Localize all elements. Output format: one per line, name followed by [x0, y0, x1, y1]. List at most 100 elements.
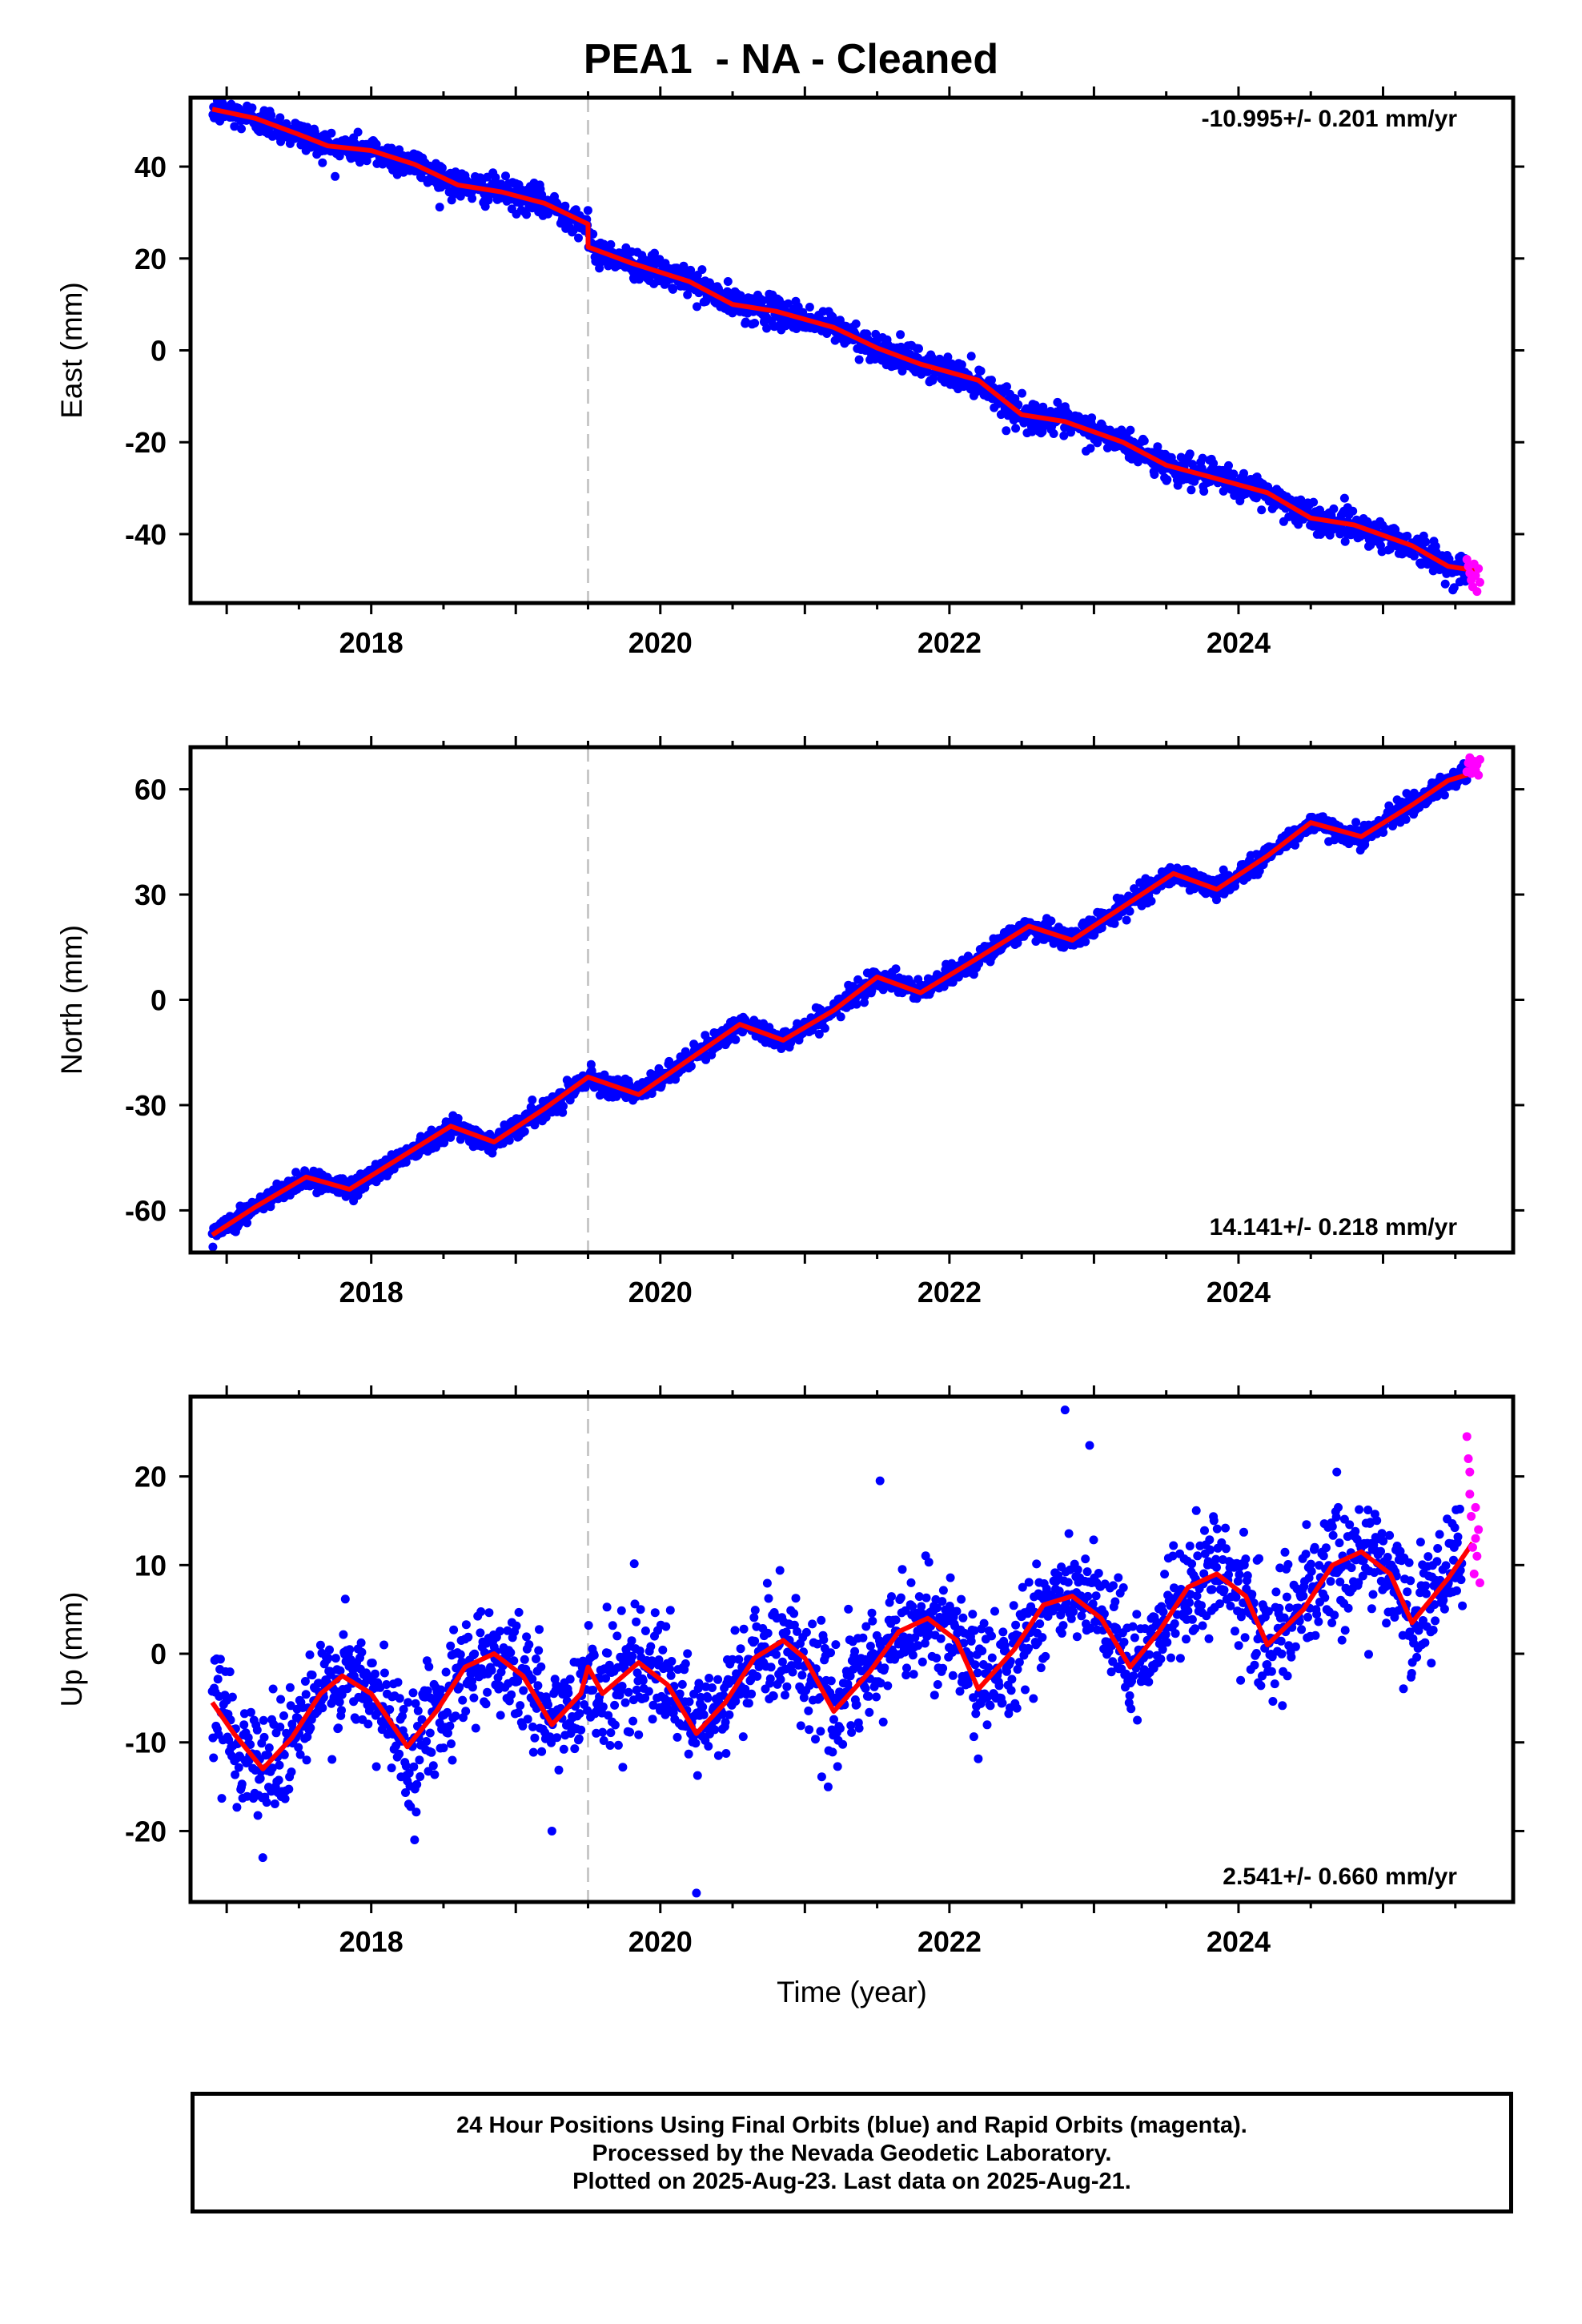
data-point — [1209, 459, 1219, 468]
data-point — [608, 1621, 617, 1630]
data-point — [725, 1710, 734, 1719]
data-point — [468, 1683, 477, 1692]
data-point — [699, 1710, 709, 1719]
data-point — [306, 1723, 315, 1733]
data-point — [613, 1740, 623, 1750]
data-point — [456, 1650, 465, 1659]
data-point — [537, 190, 547, 199]
data-point — [428, 1761, 438, 1771]
data-point — [753, 1671, 762, 1681]
data-point — [243, 1733, 253, 1743]
data-point — [451, 1711, 460, 1721]
data-point — [401, 1761, 411, 1771]
data-point — [762, 324, 772, 333]
data-point — [468, 194, 477, 203]
data-point — [1018, 388, 1026, 398]
data-point — [476, 1607, 486, 1616]
data-point — [522, 210, 532, 219]
data-point — [533, 1681, 543, 1691]
data-point — [1081, 937, 1090, 947]
data-point — [1351, 818, 1361, 827]
data-point — [747, 1689, 757, 1699]
data-point — [708, 1683, 717, 1692]
plot-title: PEA1 - NA - Cleaned — [583, 36, 999, 82]
data-point — [275, 113, 285, 123]
data-point — [684, 1749, 693, 1759]
data-point — [227, 1692, 237, 1702]
data-point — [658, 1645, 668, 1655]
data-point — [606, 1728, 616, 1738]
data-point — [1087, 413, 1097, 423]
data-point — [215, 1655, 225, 1664]
data-point — [705, 1674, 714, 1683]
data-point — [367, 1659, 377, 1668]
data-point — [524, 1640, 534, 1650]
data-point — [300, 1677, 310, 1686]
data-point — [766, 1663, 776, 1672]
data-point — [1014, 400, 1023, 409]
data-point — [398, 1711, 407, 1721]
data-point — [424, 1662, 434, 1671]
data-point — [574, 1734, 584, 1743]
data-point — [247, 103, 257, 113]
rapid-point — [1474, 770, 1484, 780]
data-point — [335, 1666, 345, 1675]
data-point — [1185, 449, 1195, 459]
data-point — [681, 1659, 690, 1668]
data-point — [334, 1723, 343, 1733]
data-point — [723, 277, 733, 286]
data-point — [624, 1687, 633, 1697]
data-point — [763, 1628, 773, 1638]
data-point — [208, 84, 217, 93]
data-point — [650, 248, 659, 258]
data-point — [704, 1742, 713, 1751]
data-point — [528, 1747, 538, 1757]
data-point — [276, 1695, 286, 1704]
data-point — [1379, 828, 1388, 837]
data-point — [630, 1599, 640, 1609]
data-point — [558, 1108, 568, 1117]
data-point — [683, 290, 693, 300]
data-point — [923, 367, 933, 376]
data-point — [552, 1733, 562, 1743]
data-point — [379, 1640, 389, 1650]
data-point — [544, 1700, 552, 1710]
data-point — [253, 1811, 263, 1820]
data-point — [559, 1101, 568, 1111]
data-point — [464, 1632, 473, 1642]
data-point — [1348, 506, 1358, 516]
data-point — [564, 1688, 573, 1698]
data-point — [528, 1096, 537, 1104]
x-tick-label: 2020 — [628, 626, 693, 659]
data-point — [1251, 493, 1261, 503]
data-point — [644, 1687, 653, 1696]
data-point — [339, 1630, 348, 1639]
data-point — [966, 352, 976, 361]
data-point — [891, 964, 901, 974]
data-point — [618, 1763, 628, 1772]
data-point — [1139, 436, 1149, 445]
data-point — [279, 1750, 289, 1759]
data-point — [209, 1753, 219, 1763]
data-point — [1049, 429, 1058, 438]
final-orbit-points — [207, 1405, 1468, 1898]
data-point — [575, 1709, 584, 1719]
rapid-orbit-points — [1462, 753, 1484, 780]
data-point — [506, 1648, 516, 1658]
data-point — [395, 1749, 404, 1759]
data-point — [287, 1767, 296, 1777]
data-point — [208, 1242, 218, 1252]
data-point — [259, 1715, 268, 1725]
y-tick-label: 0 — [151, 984, 167, 1017]
data-point — [246, 1740, 255, 1749]
data-point — [669, 284, 677, 294]
data-point — [423, 1686, 432, 1695]
data-point — [331, 171, 340, 181]
data-point — [625, 1727, 635, 1737]
data-point — [327, 1755, 337, 1764]
data-point — [1449, 583, 1459, 593]
data-point — [805, 303, 814, 312]
data-point — [362, 156, 371, 166]
data-point — [523, 1715, 532, 1724]
